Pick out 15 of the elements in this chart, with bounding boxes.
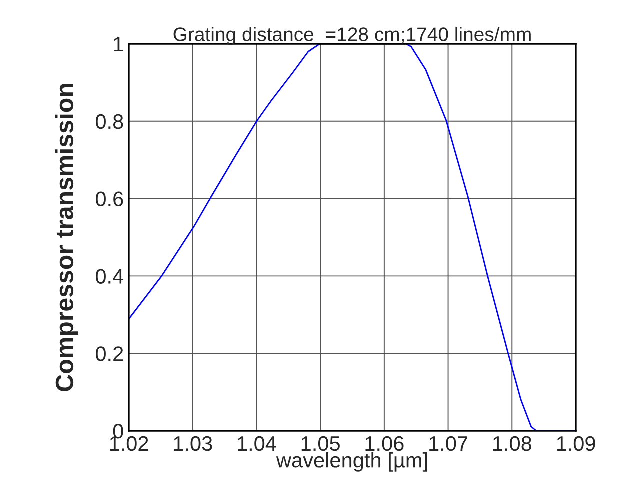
chart-title: Grating distance =128 cm;1740 lines/mm [174, 27, 531, 46]
y-axis-title: Compressor transmission [55, 84, 79, 392]
x-tick-label: 1.05 [302, 436, 340, 452]
y-tick-label: 0.6 [96, 192, 124, 207]
x-axis-title: wavelength [µm] [276, 452, 428, 472]
x-tick-label: 1.09 [557, 436, 596, 452]
y-tick-label: 1 [114, 37, 124, 52]
y-tick-label: 0.4 [96, 269, 124, 284]
x-tick-label: 1.03 [174, 436, 212, 452]
x-tick-label: 1.06 [366, 436, 404, 452]
x-tick-label: 1.04 [238, 436, 276, 452]
y-tick-label: 0.8 [96, 114, 124, 130]
x-tick-label: 1.08 [493, 436, 532, 452]
y-tick-label: 0.2 [96, 346, 124, 362]
x-tick-label: 1.07 [430, 436, 468, 452]
